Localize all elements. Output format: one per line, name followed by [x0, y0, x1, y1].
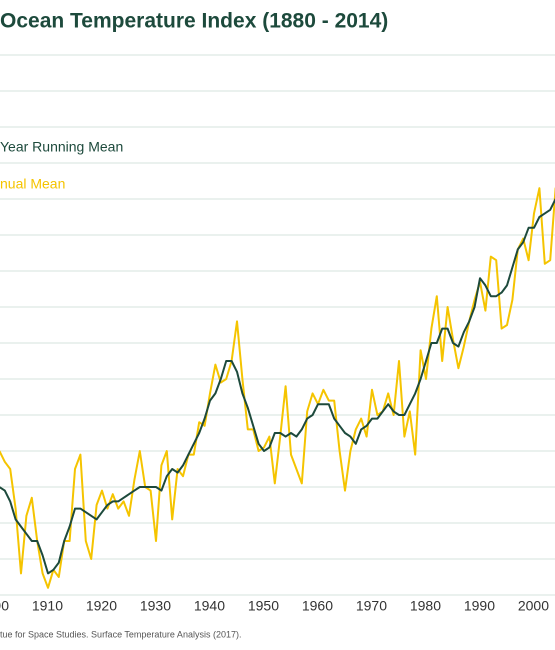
- x-tick-label: 1980: [410, 598, 441, 614]
- x-tick-label: 1910: [32, 598, 63, 614]
- x-tick-label: 1920: [86, 598, 117, 614]
- x-tick-label: 1950: [248, 598, 279, 614]
- legend-label: nual Mean: [0, 176, 65, 192]
- x-tick-label: 90: [0, 598, 9, 614]
- legend-label: Year Running Mean: [0, 139, 123, 155]
- series-line: [0, 187, 555, 589]
- series-line: [0, 198, 555, 575]
- x-tick-label: 1990: [464, 598, 495, 614]
- source: tue for Space Studies. Surface Temperatu…: [0, 629, 241, 639]
- x-tick-label: 2000: [518, 598, 549, 614]
- chart-title: Ocean Temperature Index (1880 - 2014): [0, 10, 388, 33]
- x-tick-label: 1930: [140, 598, 171, 614]
- x-tick-label: 1970: [356, 598, 387, 614]
- x-tick-label: 1940: [194, 598, 225, 614]
- x-tick-label: 1960: [302, 598, 333, 614]
